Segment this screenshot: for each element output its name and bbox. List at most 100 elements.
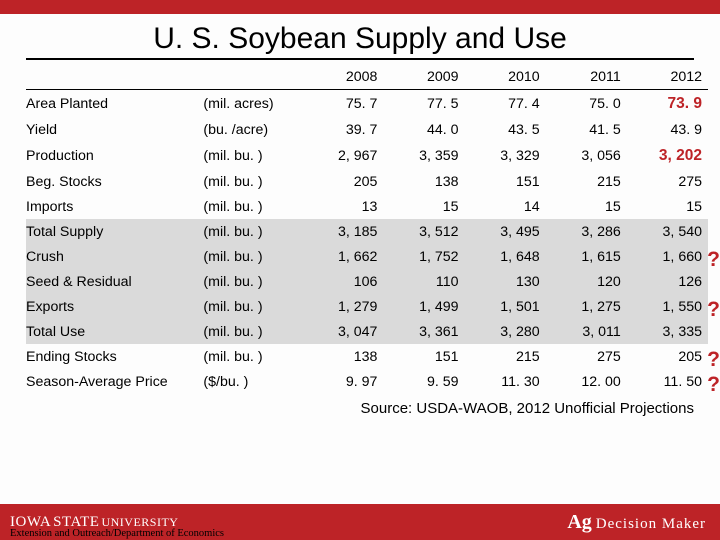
cell: 3, 011 [546,319,627,344]
cell: 1, 499 [383,294,464,319]
table-row: Yield(bu. /acre)39. 744. 043. 541. 543. … [26,117,708,142]
cell: 77. 5 [383,90,464,118]
header-blank [26,64,201,90]
table-row: Exports(mil. bu. )1, 2791, 4991, 5011, 2… [26,294,708,319]
header-unit-blank [201,64,302,90]
emphasized-value: 73. 9 [668,95,702,112]
cell: 1, 752 [383,244,464,269]
header-row: 2008 2009 2010 2011 2012 [26,64,708,90]
cell: 44. 0 [383,117,464,142]
source-text: Source: USDA-WAOB, 2012 Unofficial Proje… [0,400,694,417]
cell: 151 [383,344,464,369]
extension-text: Extension and Outreach/Department of Eco… [10,528,224,539]
cell: 75. 7 [302,90,383,118]
cell: 1, 648 [465,244,546,269]
row-unit: (mil. bu. ) [201,169,302,194]
table-row: Imports(mil. bu. )1315141515 [26,194,708,219]
cell: 1, 615 [546,244,627,269]
cell: 12. 00 [546,369,627,394]
table-row: Seed & Residual(mil. bu. )10611013012012… [26,269,708,294]
row-unit: (bu. /acre) [201,117,302,142]
emphasized-value: 3, 202 [659,147,702,164]
row-unit: (mil. bu. ) [201,319,302,344]
row-label: Exports [26,294,201,319]
table-row: Production(mil. bu. )2, 9673, 3593, 3293… [26,142,708,169]
table-row: Season-Average Price($/bu. )9. 979. 5911… [26,369,708,394]
row-label: Yield [26,117,201,142]
cell: 215 [465,344,546,369]
cell: 2, 967 [302,142,383,169]
cell: 9. 97 [302,369,383,394]
row-label: Area Planted [26,90,201,118]
cell: 3, 202 [627,142,708,169]
cell: 3, 047 [302,319,383,344]
page-title: U. S. Soybean Supply and Use [26,14,694,60]
cell: 151 [465,169,546,194]
row-unit: (mil. bu. ) [201,344,302,369]
cell: 1, 662 [302,244,383,269]
cell: 75. 0 [546,90,627,118]
row-unit: (mil. bu. ) [201,244,302,269]
cell: 43. 9 [627,117,708,142]
cell: 43. 5 [465,117,546,142]
row-label: Beg. Stocks [26,169,201,194]
row-unit: (mil. bu. ) [201,194,302,219]
cell: 1, 501 [465,294,546,319]
cell: 130 [465,269,546,294]
table-row: Total Supply(mil. bu. )3, 1853, 5123, 49… [26,219,708,244]
cell: 3, 540 [627,219,708,244]
row-unit: (mil. bu. ) [201,142,302,169]
cell: 39. 7 [302,117,383,142]
cell: 3, 280 [465,319,546,344]
header-2009: 2009 [383,64,464,90]
cell: 126 [627,269,708,294]
row-unit: (mil. bu. ) [201,269,302,294]
top-red-bar [0,0,720,14]
cell: 1, 275 [546,294,627,319]
header-2010: 2010 [465,64,546,90]
row-label: Seed & Residual [26,269,201,294]
cell: 15 [627,194,708,219]
cell: 3, 512 [383,219,464,244]
row-label: Crush [26,244,201,269]
cell: 3, 286 [546,219,627,244]
cell: 11. 30 [465,369,546,394]
cell: 110 [383,269,464,294]
table-row: Ending Stocks(mil. bu. )138151215275205? [26,344,708,369]
cell: 14 [465,194,546,219]
cell: 1, 660? [627,244,708,269]
cell: 1, 279 [302,294,383,319]
agdm-dm: Decision Maker [596,516,706,532]
cell: 3, 335 [627,319,708,344]
cell: 77. 4 [465,90,546,118]
cell: 1, 550? [627,294,708,319]
cell: 3, 329 [465,142,546,169]
cell: 138 [302,344,383,369]
row-unit: ($/bu. ) [201,369,302,394]
header-2012: 2012 [627,64,708,90]
ag-decision-maker: Ag Decision Maker [567,513,706,532]
cell: 205? [627,344,708,369]
question-mark-icon: ? [707,349,720,370]
table-row: Beg. Stocks(mil. bu. )205138151215275 [26,169,708,194]
cell: 41. 5 [546,117,627,142]
cell: 13 [302,194,383,219]
question-mark-icon: ? [707,299,720,320]
cell: 3, 056 [546,142,627,169]
cell: 3, 361 [383,319,464,344]
cell: 11. 50? [627,369,708,394]
cell: 205 [302,169,383,194]
row-label: Total Use [26,319,201,344]
cell: 73. 9 [627,90,708,118]
cell: 15 [546,194,627,219]
soybean-table: 2008 2009 2010 2011 2012 Area Planted(mi… [26,64,708,394]
cell: 275 [546,344,627,369]
row-label: Production [26,142,201,169]
cell: 3, 495 [465,219,546,244]
question-mark-icon: ? [707,249,720,270]
agdm-ag: Ag [567,511,591,533]
row-unit: (mil. bu. ) [201,294,302,319]
row-label: Ending Stocks [26,344,201,369]
header-2011: 2011 [546,64,627,90]
table-row: Crush(mil. bu. )1, 6621, 7521, 6481, 615… [26,244,708,269]
